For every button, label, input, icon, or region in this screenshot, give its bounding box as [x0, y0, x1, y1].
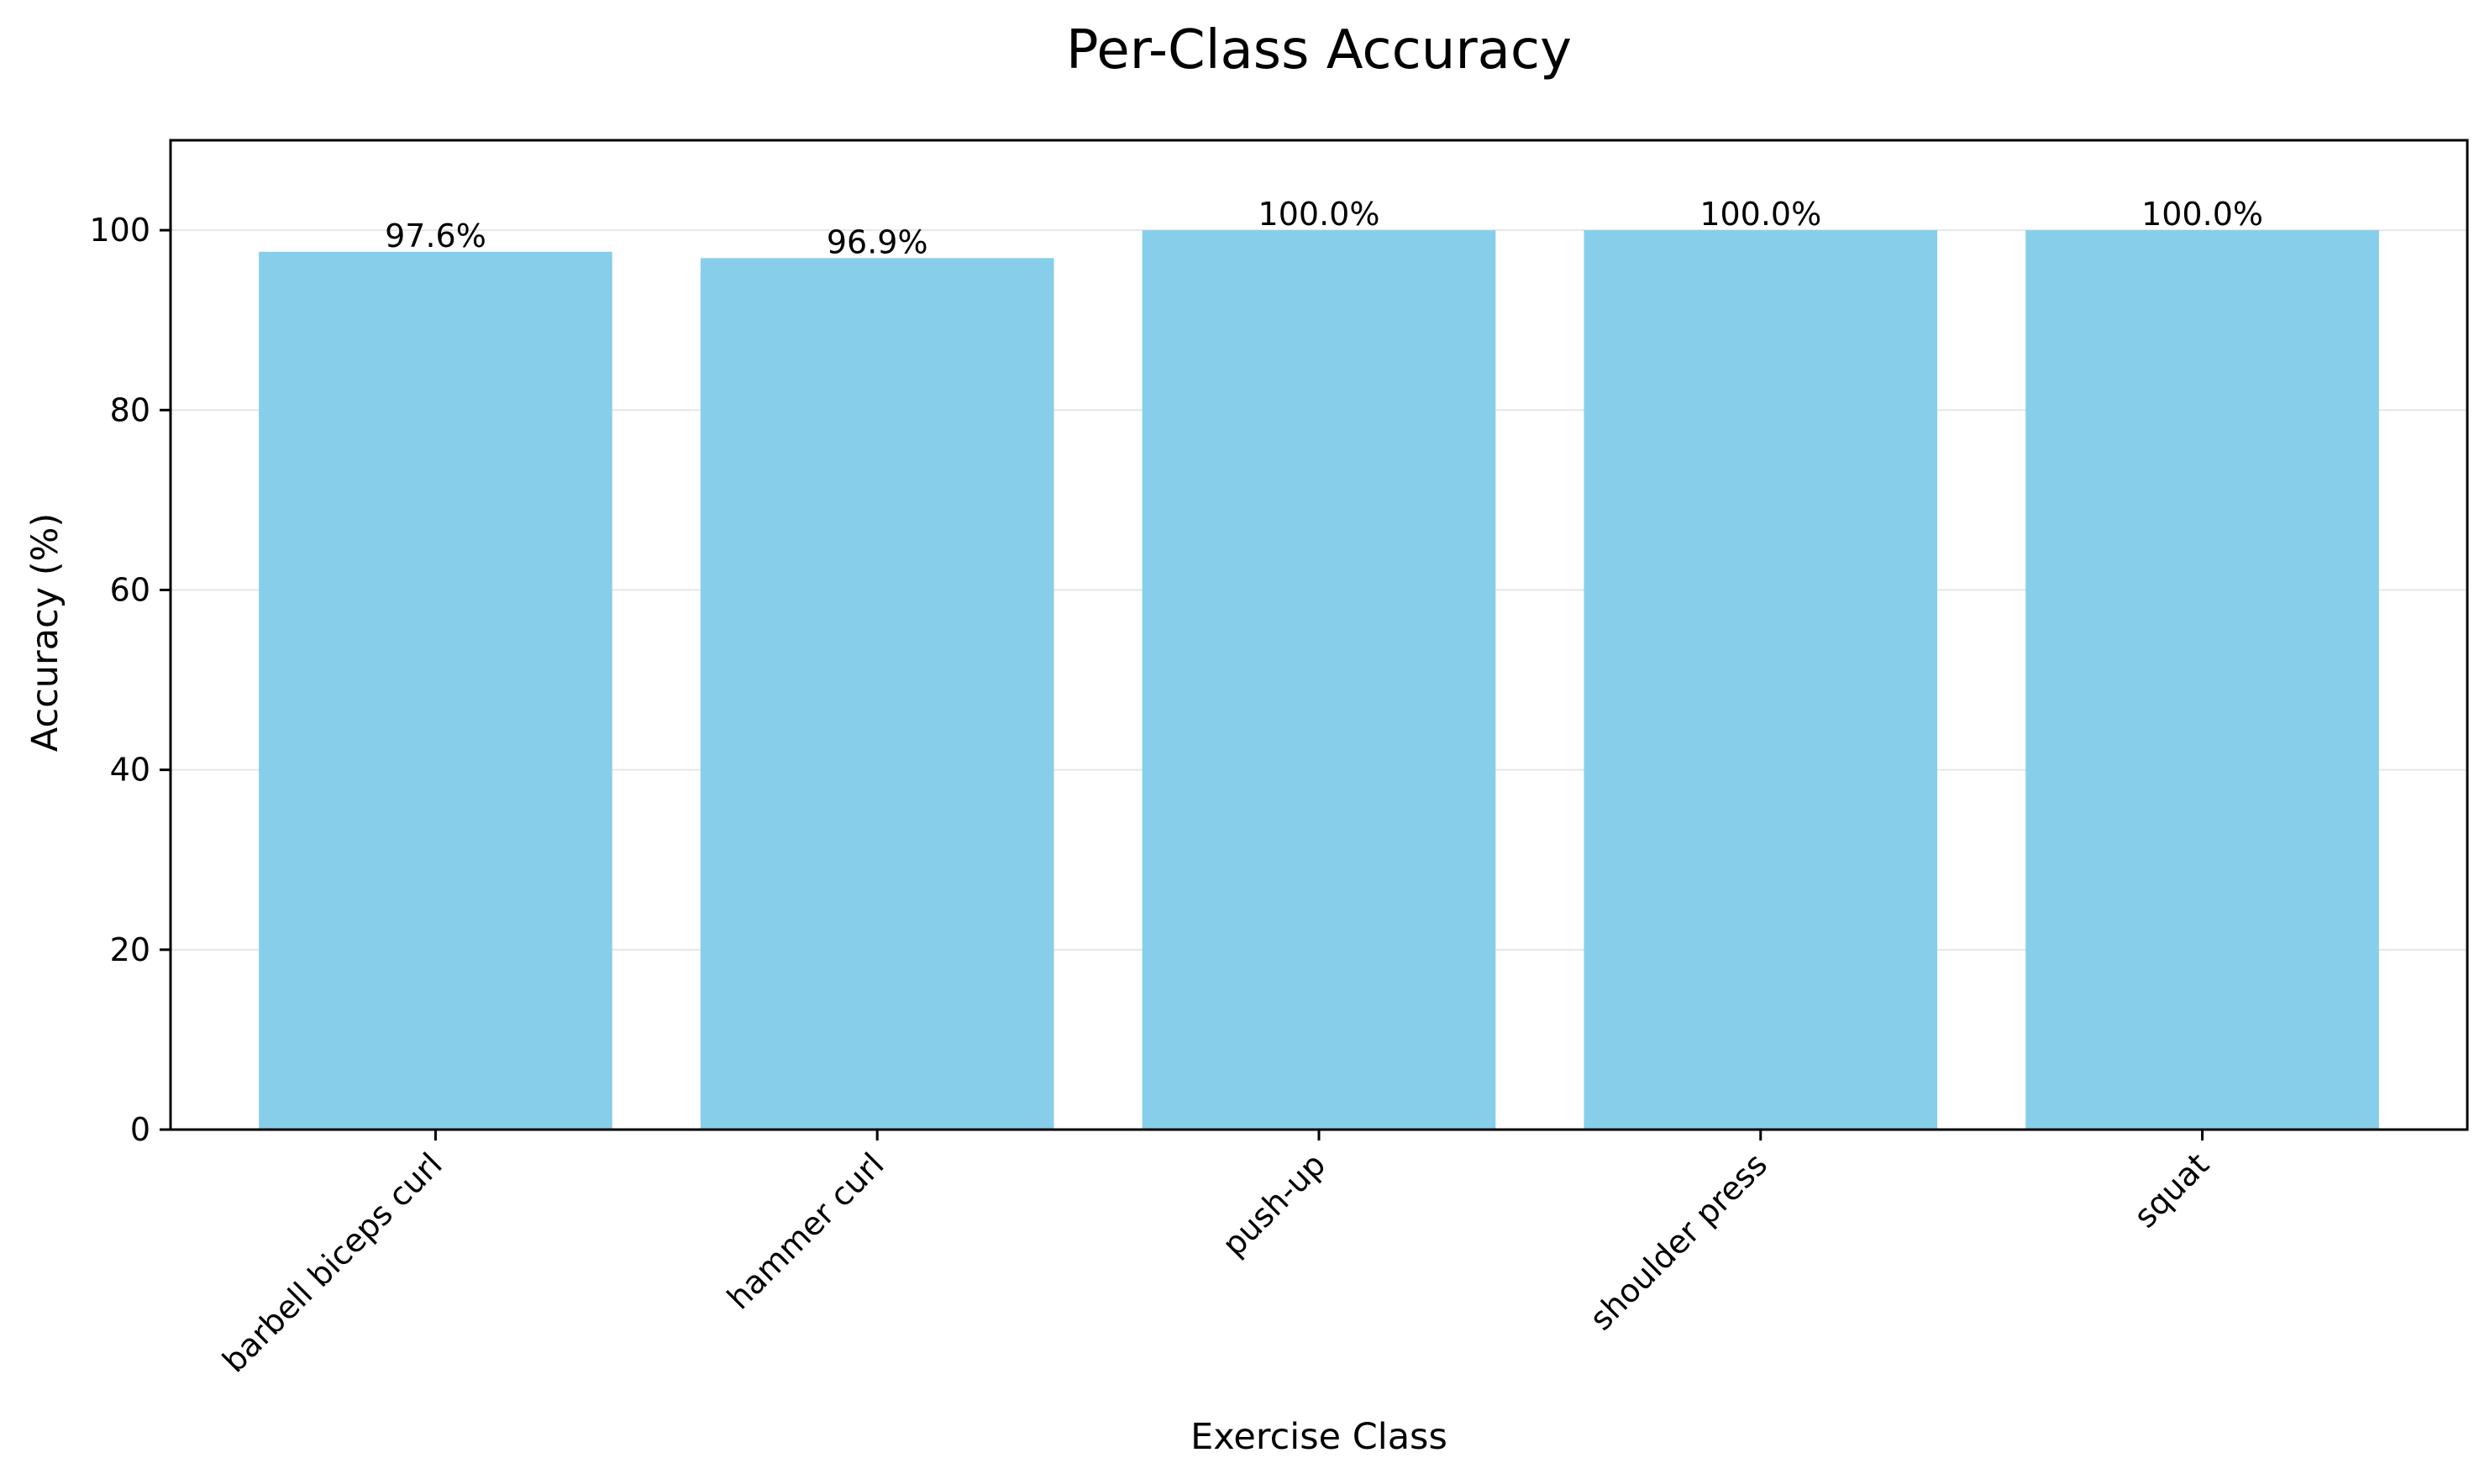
chart-title: Per-Class Accuracy	[1066, 19, 1572, 81]
bars	[259, 230, 2379, 1130]
y-tick-label: 80	[110, 391, 150, 428]
data-labels: 97.6% 96.9% 100.0% 100.0% 100.0%	[385, 196, 2263, 260]
bar-value-label: 100.0%	[1699, 196, 1821, 233]
bar	[1584, 230, 1938, 1130]
y-tick-label: 40	[110, 752, 150, 789]
bar	[1142, 230, 1496, 1130]
bar-value-label: 100.0%	[2141, 196, 2263, 233]
y-tick-label: 20	[110, 931, 150, 968]
y-axis-label: Accuracy (%)	[24, 513, 66, 752]
x-axis-label: Exercise Class	[1190, 1416, 1447, 1458]
bar	[700, 258, 1054, 1130]
y-tick-label: 60	[110, 571, 150, 608]
bar-value-label: 97.6%	[385, 218, 486, 254]
bar	[2025, 230, 2379, 1130]
y-tick-label: 0	[130, 1111, 150, 1148]
y-tick-label: 100	[89, 212, 150, 249]
bar-value-label: 100.0%	[1258, 196, 1380, 233]
plot-frame	[169, 139, 2469, 1131]
bar-value-label: 96.9%	[827, 223, 928, 260]
y-axis-ticks: 0 20 40 60 80 100	[89, 212, 171, 1148]
bar	[259, 251, 612, 1130]
